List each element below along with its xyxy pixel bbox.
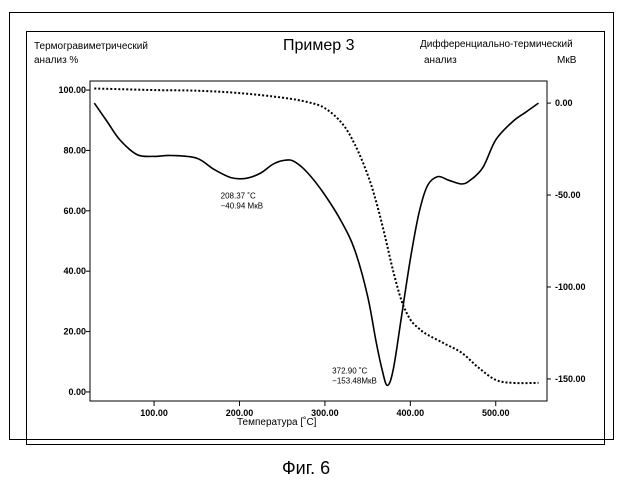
x-axis-label: Температура [˚C] [237, 416, 317, 428]
dta-curve [94, 103, 538, 385]
annotation-group: 208.37 ˚C−40.94 МкВ 372.90 ˚C−153.48МкВ [221, 191, 377, 385]
plot-area-border [90, 81, 547, 401]
series-group [94, 89, 538, 386]
x-tick-label: 500.00 [482, 408, 510, 418]
y-right-tick-label: -50.00 [555, 190, 581, 200]
annotation-label-line1: 372.90 ˚C [332, 366, 367, 375]
y-left-tick-label: 40.00 [63, 266, 86, 276]
y-right-tick-label: 0.00 [555, 98, 573, 108]
y-right-tick-label: -100.00 [555, 282, 586, 292]
annotation-label-line2: −153.48МкВ [332, 376, 377, 385]
y-left-tick-label: 60.00 [63, 206, 86, 216]
figure-caption: Фиг. 6 [282, 458, 330, 478]
right-axis-title-line1: Дифференциально-термический [420, 38, 573, 50]
y-left-tick-label: 20.00 [63, 327, 86, 337]
y-left-tick-label: 0.00 [68, 387, 86, 397]
x-tick-label: 100.00 [140, 408, 168, 418]
left-axis-title-line2: анализ % [34, 55, 78, 66]
y-right-tick-label: -150.00 [555, 374, 586, 384]
axis-ticks: 100.00200.00300.00400.00500.000.0020.004… [58, 85, 585, 418]
right-axis-title-line2: анализ [424, 55, 457, 66]
right-axis-unit: МкВ [557, 55, 577, 66]
tga-curve [94, 89, 538, 384]
left-axis-title-line1: Термогравиметрический [34, 41, 148, 52]
chart-title: Пример 3 [283, 37, 355, 54]
annotation-label-line1: 208.37 ˚C [221, 191, 256, 200]
annotation-label-line2: −40.94 МкВ [221, 201, 263, 210]
y-left-tick-label: 80.00 [63, 145, 86, 155]
y-left-tick-label: 100.00 [58, 85, 86, 95]
x-tick-label: 400.00 [397, 408, 425, 418]
